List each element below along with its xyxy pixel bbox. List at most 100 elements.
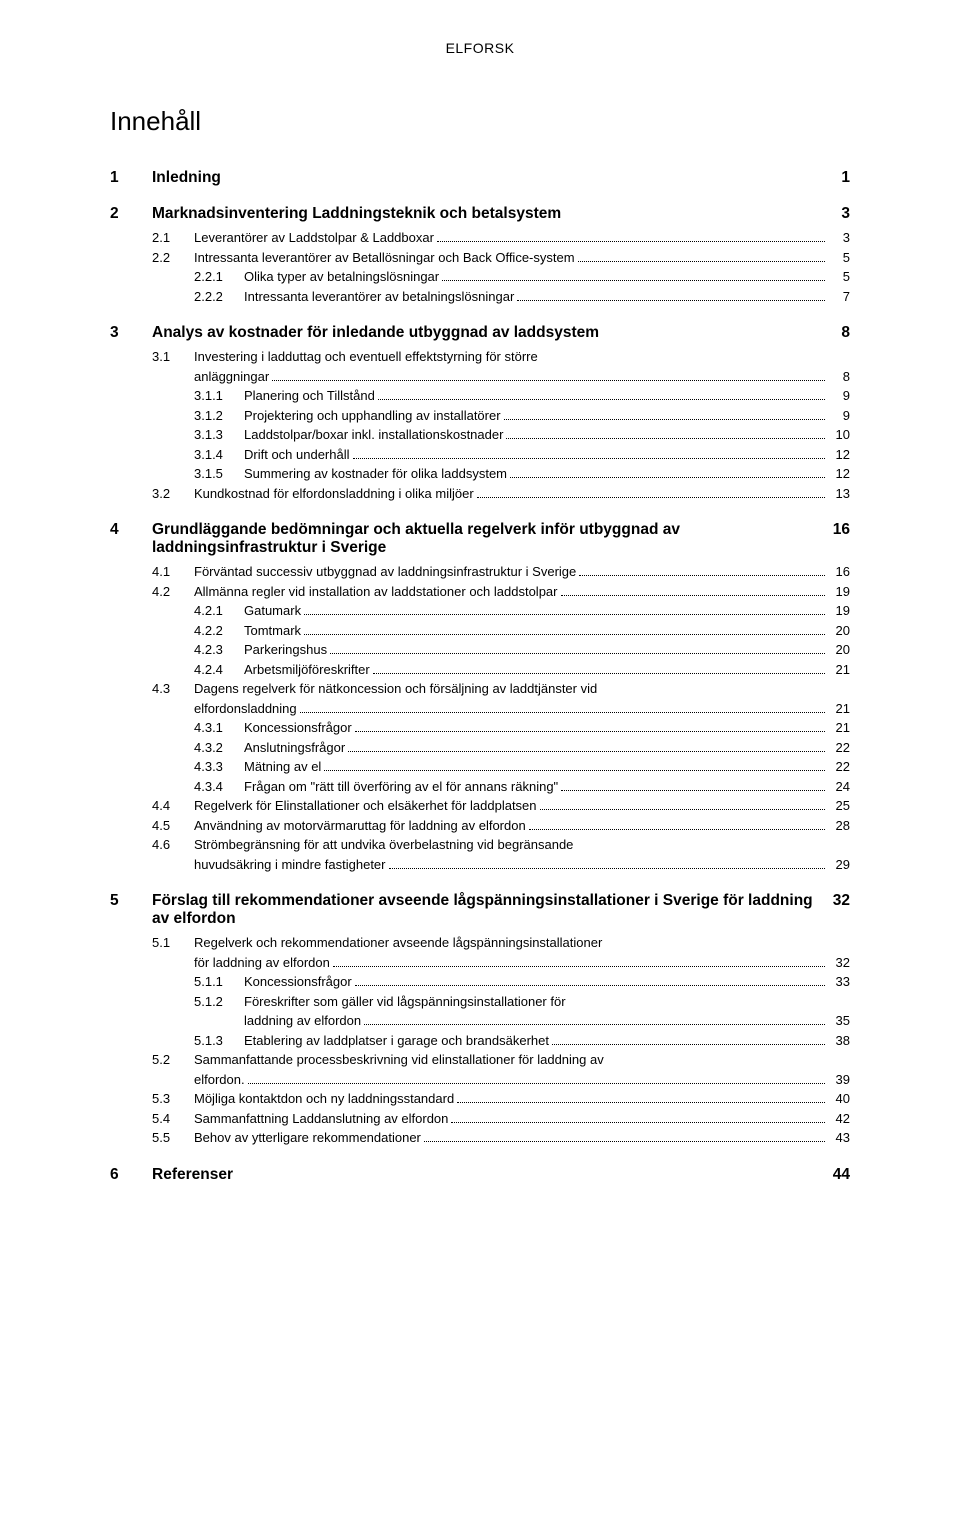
toc-level3: 2.2.1Olika typer av betalningslösningar5 [110,267,850,287]
toc-level2: elfordonsladdning 21 [110,699,850,719]
toc-page: 13 [828,484,850,504]
toc-page: 21 [828,699,850,719]
toc-leader [330,644,825,654]
toc-leader [324,761,825,771]
toc-number: 5.1 [152,933,194,953]
toc-page: 42 [828,1109,850,1129]
toc-number: 4.2.1 [194,601,244,621]
toc-page: 32 [822,892,850,910]
toc-level3: 4.2.4Arbetsmiljöföreskrifter21 [110,660,850,680]
toc-level3: laddning av elfordon35 [110,1011,850,1031]
toc-leader [355,976,825,986]
toc-text: Sammanfattande processbeskrivning vid el… [194,1050,604,1070]
toc-leader [561,780,825,790]
toc-text: Arbetsmiljöföreskrifter [244,660,370,680]
toc-text: elfordonsladdning [194,699,297,719]
toc-text: anläggningar [194,367,269,387]
toc-leader [540,800,825,810]
toc-level2: elfordon.39 [110,1070,850,1090]
toc-leader [442,271,825,281]
toc-level2: 5.1Regelverk och rekommendationer avseen… [110,933,850,953]
toc-level2: 4.3Dagens regelverk för nätkoncession oc… [110,679,850,699]
toc-title: Innehåll [110,106,850,137]
toc-level3: 3.1.2Projektering och upphandling av ins… [110,406,850,426]
toc-leader [451,1112,825,1122]
toc-level2: anläggningar 8 [110,367,850,387]
toc-text: Mätning av el [244,757,321,777]
toc-number: 5.4 [152,1109,194,1129]
toc-number: 3.1 [152,347,194,367]
toc-text: Tomtmark [244,621,301,641]
toc-text: Användning av motorvärmaruttag för laddn… [194,816,526,836]
toc-leader [529,819,825,829]
toc-page: 8 [828,367,850,387]
toc-level3: 5.1.1Koncessionsfrågor 33 [110,972,850,992]
toc-page: 24 [828,777,850,797]
toc-level2: 2.2Intressanta leverantörer av Betallösn… [110,248,850,268]
toc-level3: 2.2.2Intressanta leverantörer av betalni… [110,287,850,307]
toc-text: Förväntad successiv utbyggnad av laddnin… [194,562,576,582]
toc-level3: 5.1.3Etablering av laddplatser i garage … [110,1031,850,1051]
toc-text: Leverantörer av Laddstolpar & Laddboxar [194,228,434,248]
toc-page: 1 [822,169,850,187]
toc-leader [353,448,826,458]
toc-leader [248,1073,825,1083]
toc-number: 5.2 [152,1050,194,1070]
toc-page: 12 [828,445,850,465]
toc-level2: huvudsäkring i mindre fastigheter29 [110,855,850,875]
toc-number: 2.2 [152,248,194,268]
toc-text: Frågan om "rätt till överföring av el fö… [244,777,558,797]
toc-page: 44 [822,1166,850,1184]
toc-number: 4.3.4 [194,777,244,797]
toc-text: Gatumark [244,601,301,621]
toc-text: Projektering och upphandling av installa… [244,406,501,426]
toc-page: 33 [828,972,850,992]
toc-number: 3.1.2 [194,406,244,426]
toc-number: 3.1.4 [194,445,244,465]
toc-text: Behov av ytterligare rekommendationer [194,1128,421,1148]
toc-page: 35 [828,1011,850,1031]
toc-level2: 2.1Leverantörer av Laddstolpar & Laddbox… [110,228,850,248]
toc-page: 8 [822,324,850,342]
toc-level2: 5.5Behov av ytterligare rekommendationer… [110,1128,850,1148]
toc-page: 16 [822,521,850,539]
toc-level3: 3.1.5Summering av kostnader för olika la… [110,464,850,484]
toc-page: 39 [828,1070,850,1090]
toc-level1: 5Förslag till rekommendationer avseende … [110,892,850,928]
toc-page: 40 [828,1089,850,1109]
toc-text: Dagens regelverk för nätkoncession och f… [194,679,597,699]
toc-text: Möjliga kontaktdon och ny laddningsstand… [194,1089,454,1109]
toc-level3: 4.3.1Koncessionsfrågor21 [110,718,850,738]
toc-level2: 5.3Möjliga kontaktdon och ny laddningsst… [110,1089,850,1109]
toc-page: 25 [828,796,850,816]
toc-leader [437,232,825,242]
toc-page: 7 [828,287,850,307]
toc-level3: 4.2.3Parkeringshus20 [110,640,850,660]
toc-text: Koncessionsfrågor [244,972,352,992]
document-header: ELFORSK [110,40,850,56]
toc-level3: 3.1.3Laddstolpar/boxar inkl. installatio… [110,425,850,445]
toc-leader [378,390,825,400]
toc-leader [304,624,825,634]
toc-page: 28 [828,816,850,836]
toc-number: 4.4 [152,796,194,816]
toc-number: 4.2 [152,582,194,602]
toc-level3: 4.3.4Frågan om "rätt till överföring av … [110,777,850,797]
toc-number: 5.1.1 [194,972,244,992]
toc-page: 21 [828,718,850,738]
toc-level2: 5.4Sammanfattning Laddanslutning av elfo… [110,1109,850,1129]
toc-level2: 3.2Kundkostnad för elfordonsladdning i o… [110,484,850,504]
toc-text: Analys av kostnader för inledande utbygg… [152,324,822,342]
toc-page: 5 [828,267,850,287]
toc-leader [424,1132,825,1142]
toc-text: Anslutningsfrågor [244,738,345,758]
toc-number: 4.1 [152,562,194,582]
toc-page: 12 [828,464,850,484]
toc-text: för laddning av elfordon [194,953,330,973]
toc-level3: 5.1.2Föreskrifter som gäller vid lågspän… [110,992,850,1012]
toc-page: 20 [828,621,850,641]
toc-leader [510,468,825,478]
toc-number: 3.1.5 [194,464,244,484]
toc-leader [348,741,825,751]
toc-text: Referenser [152,1166,822,1184]
